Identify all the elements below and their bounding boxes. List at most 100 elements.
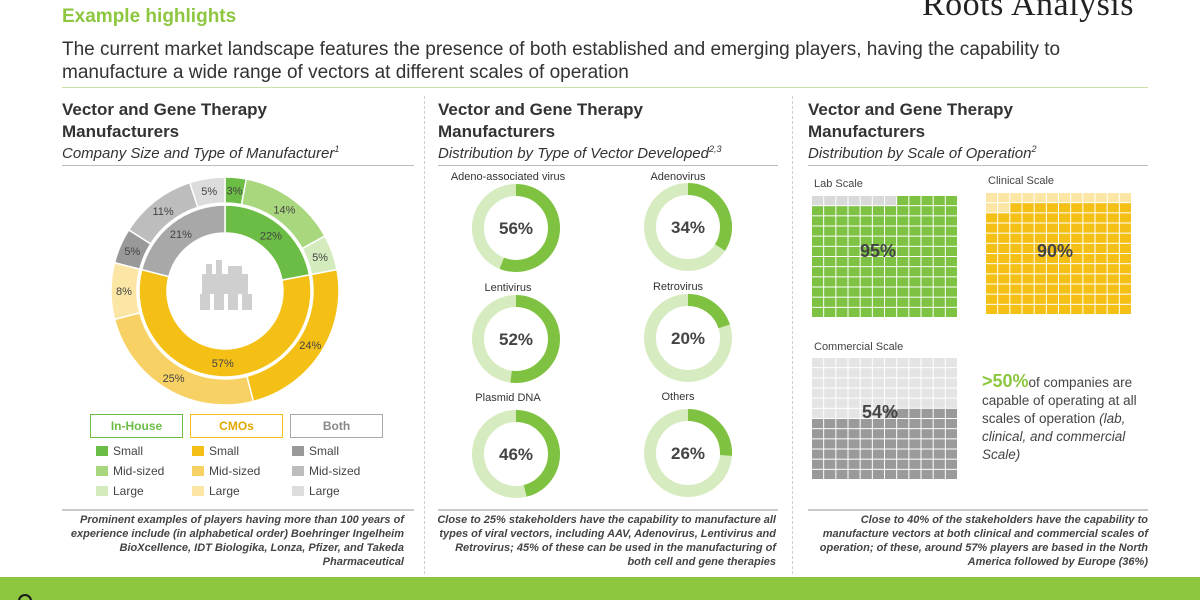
scale-grid-cell (1095, 254, 1107, 264)
legend-both-mid: Mid-sized (292, 464, 360, 478)
scale-grid-cell (1107, 213, 1119, 223)
scale-grid-cell (945, 267, 957, 277)
scale-grid-cell (1071, 203, 1083, 213)
ring-value-label: 52% (499, 330, 533, 349)
scale-grid-cell (1059, 233, 1071, 243)
scale-label-commercial: Commercial Scale (814, 341, 904, 353)
left-subtitle-ref: 1 (334, 144, 340, 154)
scale-grid-cell (945, 287, 957, 297)
scale-grid-cell (1071, 193, 1083, 203)
scale-grid-cell (872, 216, 884, 226)
scale-grid-cell (1010, 243, 1022, 253)
scale-grid-cell (998, 243, 1010, 253)
scale-grid-cell (1107, 254, 1119, 264)
section-tag: Example highlights (62, 6, 237, 27)
scale-grid-cell (824, 388, 836, 398)
scale-grid-cell (836, 429, 848, 439)
scale-grid-cell (945, 297, 957, 307)
scale-grid-cell (1059, 304, 1071, 314)
scale-grid-cell (945, 398, 957, 408)
scale-grid-cell (860, 459, 872, 469)
scale-grid-cell (933, 429, 945, 439)
scale-grid-cell (872, 398, 884, 408)
scale-grid-cell (885, 459, 897, 469)
scale-grid-cell (1046, 294, 1058, 304)
scale-grid-cell (824, 307, 836, 317)
scale-grid-cell (1083, 254, 1095, 264)
scale-grid-cell (872, 449, 884, 459)
scale-grid-cell (872, 196, 884, 206)
scale-grid-cell (860, 206, 872, 216)
scale-grid-cell (1010, 213, 1022, 223)
scale-grid-cell (1119, 284, 1131, 294)
scale-grid-cell (1119, 243, 1131, 253)
scale-grid-cell (824, 459, 836, 469)
bottom-bar (0, 577, 1200, 600)
scale-grid-cell (933, 398, 945, 408)
scale-grid-cell (945, 216, 957, 226)
donut-labels: 3% 14% 5% 24% 25% 8% 5% 11% 5% 22% 57% 21% (116, 185, 328, 384)
scale-grid-cell (848, 459, 860, 469)
scale-grid-cell (1034, 294, 1046, 304)
donut-slice (140, 204, 226, 278)
scale-grid-cell (1010, 233, 1022, 243)
scale-grid-cell (897, 419, 909, 429)
scale-grid-cell (897, 429, 909, 439)
scale-grid-cell (860, 439, 872, 449)
scale-grid-cell (998, 304, 1010, 314)
scale-grid-cell (1107, 193, 1119, 203)
scale-grid-cell (848, 469, 860, 479)
scale-grid-cell (921, 419, 933, 429)
scale-grid-cell (1083, 264, 1095, 274)
ring-value-arc (644, 294, 732, 382)
scale-grid-cell (897, 368, 909, 378)
swatch (192, 446, 204, 456)
scale-grid-cell (836, 408, 848, 418)
legend-label: Mid-sized (309, 464, 361, 478)
scale-grid-cell (1046, 213, 1058, 223)
scale-grid-cell (824, 257, 836, 267)
scale-grid-cell (824, 398, 836, 408)
scale-grid-cell (986, 213, 998, 223)
donut-slice-label: 14% (273, 204, 295, 216)
scale-grid-cell (1010, 223, 1022, 233)
scale-grid-cell (909, 469, 921, 479)
scale-grid-cell (945, 378, 957, 388)
middle-footnote: Close to 25% stakeholders have the capab… (437, 514, 776, 568)
scale-grid-cell (836, 236, 848, 246)
scale-grid-cell (933, 257, 945, 267)
scale-grid-cell (897, 408, 909, 418)
scale-grid-cell (860, 287, 872, 297)
legend-in-house-mid: Mid-sized (96, 464, 164, 478)
scale-grid-cell (812, 439, 824, 449)
scale-grid-cell (872, 206, 884, 216)
scale-grid-cell (1046, 264, 1058, 274)
scale-grid-cell (848, 196, 860, 206)
legend-header-both: Both (290, 414, 383, 438)
scale-grid-cell (872, 469, 884, 479)
scale-grid-cell (1059, 294, 1071, 304)
scale-grid-cell (1022, 223, 1034, 233)
vector-label: Plasmid DNA (475, 392, 541, 404)
callout-big-value: >50% (982, 371, 1029, 391)
legend-cmos-large: Large (192, 484, 240, 498)
scale-grid-cell (824, 267, 836, 277)
scale-grid-cell (897, 216, 909, 226)
scale-grid-cell (1083, 213, 1095, 223)
scale-grid-cell (1107, 233, 1119, 243)
scale-grid-cell (836, 469, 848, 479)
scale-grid-cell (909, 307, 921, 317)
scale-grid-cell (885, 277, 897, 287)
swatch (96, 446, 108, 456)
scale-grid-cell (885, 429, 897, 439)
scale-grid-cell (998, 254, 1010, 264)
scale-grid-cell (885, 216, 897, 226)
scale-grid-cell (986, 233, 998, 243)
scale-grid-cell (848, 216, 860, 226)
scale-grid-cell (897, 358, 909, 368)
scale-grid-cell (885, 419, 897, 429)
scale-grid-cell (1022, 193, 1034, 203)
scale-grid-cell (836, 277, 848, 287)
scale-grid-cell (848, 277, 860, 287)
scale-grid-cell (998, 274, 1010, 284)
